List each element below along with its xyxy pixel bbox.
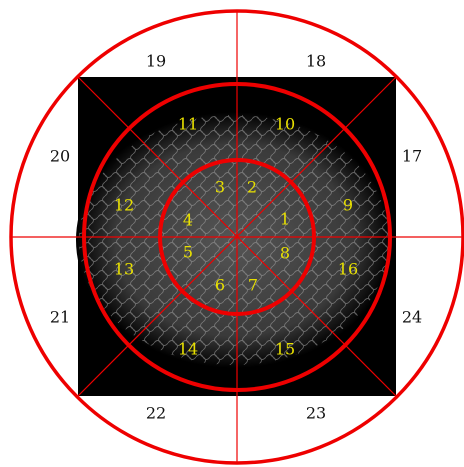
segment-label: 21 bbox=[50, 308, 70, 327]
segment-label: 22 bbox=[146, 404, 166, 423]
segment-label: 7 bbox=[248, 276, 258, 295]
segment-label: 19 bbox=[146, 52, 166, 71]
segment-label: 11 bbox=[178, 115, 198, 134]
segment-label: 12 bbox=[114, 196, 134, 215]
segment-label: 14 bbox=[178, 340, 198, 359]
segment-label: 24 bbox=[402, 308, 422, 327]
segment-label: 10 bbox=[275, 115, 295, 134]
segment-label: 1 bbox=[280, 210, 290, 229]
rings bbox=[9, 9, 464, 465]
outer-ring bbox=[9, 9, 464, 465]
segment-label: 13 bbox=[114, 260, 134, 279]
segment-label: 9 bbox=[343, 196, 353, 215]
segment-label: 4 bbox=[183, 211, 193, 230]
segment-label: 23 bbox=[306, 404, 326, 423]
segment-label: 16 bbox=[338, 260, 358, 279]
inner-ring bbox=[158, 158, 316, 316]
diagonal-line bbox=[77, 76, 397, 397]
segment-label: 6 bbox=[215, 276, 225, 295]
segment-label: 5 bbox=[183, 243, 193, 262]
segment-label: 8 bbox=[280, 244, 290, 263]
segment-label: 15 bbox=[275, 340, 295, 359]
middle-ring bbox=[82, 82, 392, 392]
segment-label: 18 bbox=[306, 52, 326, 71]
segment-label: 17 bbox=[402, 147, 422, 166]
segment-label: 2 bbox=[247, 178, 257, 197]
segment-label: 20 bbox=[50, 147, 70, 166]
segment-label: 3 bbox=[215, 178, 225, 197]
